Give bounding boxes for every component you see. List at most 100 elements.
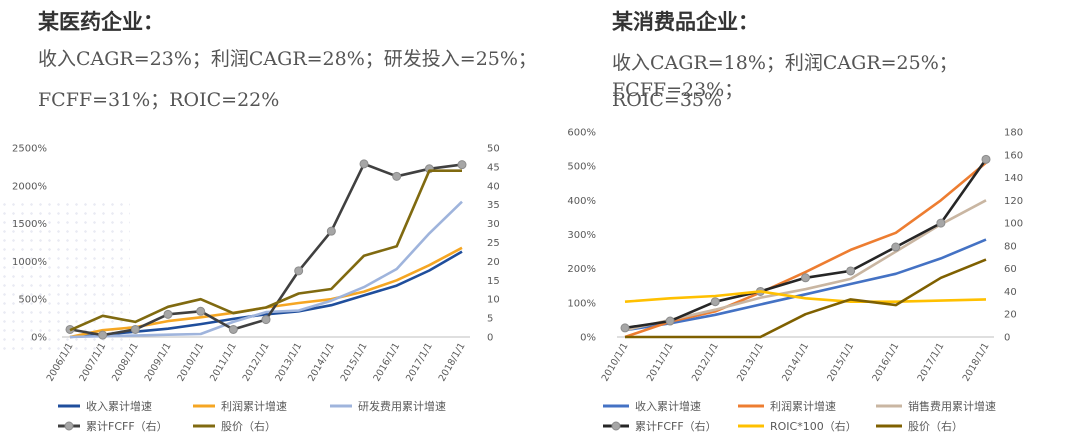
y-right-tick-label: 140 — [1004, 173, 1023, 184]
series-line — [624, 238, 987, 332]
y-right-tick-label: 20 — [1004, 310, 1017, 321]
series-marker — [98, 330, 108, 340]
series-marker — [359, 159, 369, 169]
series-line — [624, 199, 987, 332]
series-marker — [936, 218, 946, 228]
series-line — [624, 290, 987, 304]
y-left-tick-label: 600% — [567, 128, 596, 139]
y-right-tick-label: 180 — [1004, 128, 1023, 139]
legend-label: 销售费用累计增速 — [908, 399, 996, 413]
x-tick-label: 2018/1/1 — [961, 341, 992, 383]
series-marker — [846, 266, 856, 276]
series-marker — [228, 324, 238, 334]
x-tick-label: 2007/1/1 — [77, 341, 108, 383]
y-left-tick-label: 1000% — [12, 257, 47, 268]
series-line — [69, 169, 462, 332]
series-marker — [294, 266, 304, 276]
legend-label: 股价（右） — [221, 419, 276, 433]
x-tick-label: 2015/1/1 — [339, 341, 370, 383]
series-marker — [130, 324, 140, 334]
y-left-tick-label: 400% — [567, 196, 596, 207]
x-tick-label: 2006/1/1 — [45, 341, 76, 383]
legend-label: 研发费用累计增速 — [358, 399, 446, 413]
x-tick-label: 2016/1/1 — [371, 341, 402, 383]
y-left-tick-label: 1500% — [12, 219, 47, 230]
series-marker — [457, 160, 467, 170]
legend-swatch-marker — [611, 421, 621, 431]
y-right-tick-label: 40 — [487, 181, 500, 192]
series-line — [69, 200, 463, 339]
series-line — [624, 158, 988, 330]
y-right-tick-label: 80 — [1004, 241, 1017, 252]
y-right-tick-label: 45 — [487, 162, 500, 173]
x-tick-label: 2017/1/1 — [916, 341, 947, 383]
x-tick-label: 2013/1/1 — [735, 341, 766, 383]
x-tick-label: 2015/1/1 — [825, 341, 856, 383]
series-marker — [981, 154, 991, 164]
y-left-tick-label: 0% — [580, 333, 596, 344]
series-marker — [261, 315, 271, 325]
series-marker — [801, 273, 810, 283]
legend-label: 收入累计增速 — [635, 399, 701, 413]
x-tick-label: 2014/1/1 — [306, 341, 337, 383]
x-tick-label: 2016/1/1 — [870, 341, 901, 383]
y-left-tick-label: 100% — [567, 298, 596, 309]
left-panel-metrics-line2: FCFF=31%；ROIC=22% — [38, 89, 280, 111]
series-line — [69, 250, 463, 339]
y-right-tick-label: 40 — [1004, 287, 1017, 298]
y-left-tick-label: 2500% — [12, 144, 47, 155]
series-line — [69, 162, 463, 337]
legend-label: 累计FCFF（右） — [86, 419, 168, 433]
y-left-tick-label: 300% — [567, 230, 596, 241]
decorative-dot-pattern — [0, 200, 130, 350]
y-right-tick-label: 15 — [487, 276, 500, 287]
y-left-tick-label: 0% — [31, 333, 47, 344]
series-marker — [620, 323, 630, 333]
series-line — [625, 258, 987, 339]
y-left-tick-label: 500% — [18, 295, 47, 306]
left-panel-title: 某医药企业： — [38, 10, 164, 34]
y-right-tick-label: 60 — [1004, 264, 1017, 275]
y-left-tick-label: 2000% — [12, 181, 47, 192]
x-tick-label: 2011/1/1 — [208, 341, 239, 383]
x-tick-label: 2010/1/1 — [175, 341, 206, 383]
y-right-tick-label: 160 — [1004, 150, 1023, 161]
series-marker — [665, 316, 675, 326]
y-right-tick-label: 100 — [1004, 219, 1023, 230]
series-marker — [326, 226, 336, 236]
y-right-tick-label: 50 — [487, 144, 500, 155]
series-marker — [710, 297, 720, 307]
series-marker — [163, 309, 173, 319]
x-tick-label: 2018/1/1 — [437, 341, 468, 383]
x-tick-label: 2011/1/1 — [645, 341, 676, 383]
left-panel-metrics-line1: 收入CAGR=23%；利润CAGR=28%；研发投入=25%； — [38, 48, 537, 70]
y-right-tick-label: 35 — [487, 200, 500, 211]
y-left-tick-label: 200% — [567, 264, 596, 275]
y-right-tick-label: 20 — [487, 257, 500, 268]
y-right-tick-label: 5 — [487, 314, 493, 325]
right-panel-title: 某消费品企业： — [612, 10, 759, 34]
y-left-tick-label: 500% — [567, 162, 596, 173]
x-tick-label: 2013/1/1 — [273, 341, 304, 383]
y-right-tick-label: 10 — [487, 295, 500, 306]
x-tick-label: 2014/1/1 — [780, 341, 811, 383]
x-tick-label: 2017/1/1 — [404, 341, 435, 383]
legend-label: 收入累计增速 — [86, 399, 152, 413]
y-right-tick-label: 0 — [1004, 333, 1010, 344]
right-panel-metrics-line2: ROIC=35% — [612, 89, 723, 111]
series-marker — [891, 242, 901, 252]
series-marker — [196, 306, 206, 316]
x-tick-label: 2009/1/1 — [143, 341, 174, 383]
y-right-tick-label: 25 — [487, 238, 500, 249]
x-tick-label: 2010/1/1 — [600, 341, 631, 383]
legend-label: 利润累计增速 — [221, 399, 287, 413]
series-line — [624, 161, 987, 339]
right-panel-metrics-line1: 收入CAGR=18%；利润CAGR=25%；FCFF=23%； — [612, 52, 958, 101]
legend-swatch-marker — [64, 421, 74, 431]
legend-label: 股价（右） — [908, 419, 963, 433]
legend-label: 累计FCFF（右） — [635, 419, 717, 433]
x-tick-label: 2008/1/1 — [110, 341, 141, 383]
x-tick-label: 2012/1/1 — [241, 341, 272, 383]
legend-label: ROIC*100（右） — [770, 419, 857, 433]
